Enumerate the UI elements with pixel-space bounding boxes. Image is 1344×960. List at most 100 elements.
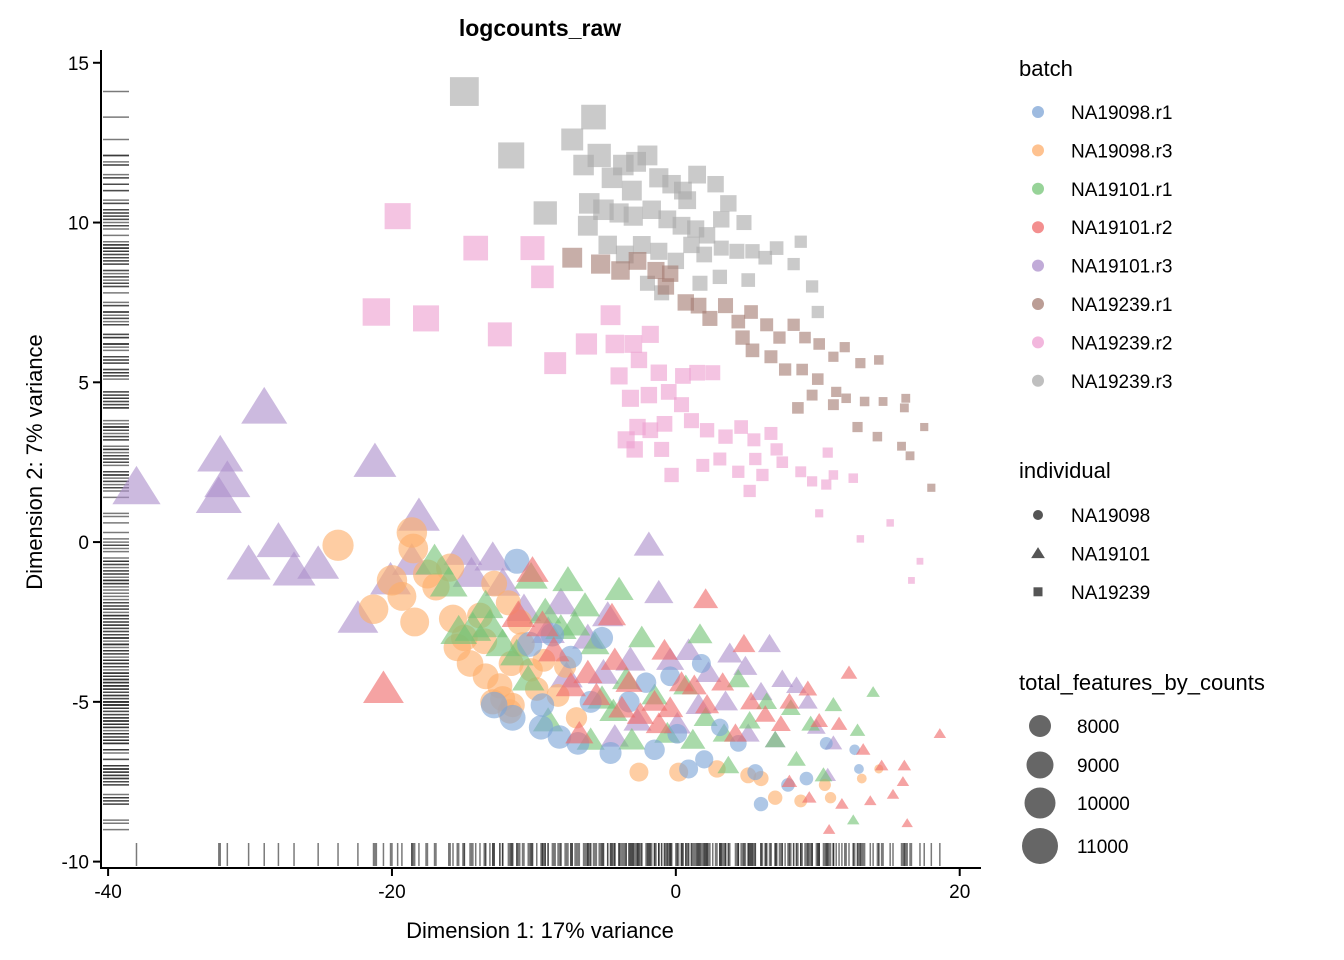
legend-label-size: 8000 xyxy=(1077,717,1119,738)
data-point xyxy=(472,608,508,638)
data-point xyxy=(555,672,586,697)
data-point xyxy=(770,443,783,456)
data-point xyxy=(813,338,825,350)
data-point xyxy=(197,434,244,472)
data-point xyxy=(736,215,752,231)
data-point xyxy=(756,692,778,709)
data-point xyxy=(713,452,727,466)
data-point xyxy=(695,694,720,714)
data-point xyxy=(732,633,756,653)
data-point xyxy=(874,759,889,771)
data-point xyxy=(559,611,591,636)
data-point xyxy=(337,600,379,633)
legend-key-batch xyxy=(1032,221,1044,234)
data-point xyxy=(830,716,848,730)
data-point xyxy=(799,331,811,344)
x-tick-label: -40 xyxy=(94,882,121,903)
data-point xyxy=(297,545,340,579)
data-point xyxy=(815,509,824,518)
data-point xyxy=(600,724,629,747)
data-point xyxy=(749,452,762,466)
data-point xyxy=(805,280,819,293)
legend-key-batch xyxy=(1032,298,1044,310)
data-point xyxy=(582,682,611,706)
data-point xyxy=(112,465,161,505)
data-point xyxy=(690,297,707,314)
data-point xyxy=(633,531,665,556)
data-point xyxy=(675,638,703,660)
legend-label-batch: NA19239.r3 xyxy=(1071,372,1172,393)
data-point xyxy=(615,670,643,692)
data-point xyxy=(712,269,728,285)
data-point xyxy=(610,367,628,385)
data-point xyxy=(712,690,739,711)
legend-label-batch: NA19101.r1 xyxy=(1071,180,1172,201)
legend-title-size: total_features_by_counts xyxy=(1019,670,1265,695)
data-point xyxy=(726,669,750,688)
data-point xyxy=(667,723,688,744)
data-point xyxy=(487,322,512,347)
y-tick-label: 10 xyxy=(68,214,89,235)
data-point xyxy=(599,741,622,764)
data-point xyxy=(499,704,526,731)
data-point xyxy=(886,788,900,799)
data-point xyxy=(672,216,691,235)
data-point xyxy=(569,592,601,617)
data-point xyxy=(756,468,769,482)
data-point xyxy=(559,645,583,669)
data-point xyxy=(735,330,750,345)
data-point xyxy=(695,661,722,682)
data-point xyxy=(849,723,866,736)
data-point xyxy=(849,744,860,756)
data-point xyxy=(531,265,554,289)
data-point xyxy=(667,252,685,270)
data-point xyxy=(811,305,824,319)
data-point xyxy=(708,760,726,778)
data-point xyxy=(840,665,858,679)
legend-label-size: 11000 xyxy=(1077,837,1128,858)
data-point xyxy=(848,473,859,483)
data-point xyxy=(734,420,748,434)
data-point xyxy=(415,543,454,575)
x-tick-label: -20 xyxy=(378,882,405,903)
data-point xyxy=(651,638,678,660)
data-point xyxy=(617,431,635,449)
data-point xyxy=(384,203,411,230)
data-point xyxy=(675,368,691,384)
data-point xyxy=(794,794,808,808)
data-point xyxy=(901,818,913,828)
data-point xyxy=(661,265,679,282)
legend-key-batch xyxy=(1032,106,1044,118)
data-point xyxy=(561,128,584,151)
data-point xyxy=(650,364,668,381)
data-point xyxy=(778,363,792,376)
data-point xyxy=(847,814,860,825)
data-point xyxy=(897,441,906,451)
data-point xyxy=(776,456,789,468)
data-point xyxy=(642,200,661,220)
data-point xyxy=(801,791,817,803)
data-point xyxy=(593,199,614,221)
data-point xyxy=(781,774,798,788)
rug-marks xyxy=(103,90,941,866)
data-point xyxy=(565,720,594,744)
data-point xyxy=(640,386,658,404)
data-point xyxy=(743,484,756,498)
data-point xyxy=(641,689,668,711)
data-point xyxy=(754,705,776,722)
data-point xyxy=(792,402,804,414)
legend-key-size xyxy=(1024,787,1056,819)
data-point xyxy=(713,240,729,256)
data-point xyxy=(806,389,818,401)
data-point xyxy=(635,672,657,693)
data-point xyxy=(747,433,761,447)
data-point xyxy=(689,364,705,381)
data-point xyxy=(623,206,643,226)
data-point xyxy=(664,467,679,483)
data-point xyxy=(679,759,699,779)
data-point xyxy=(647,261,665,280)
legend-label-batch: NA19239.r2 xyxy=(1071,333,1172,354)
data-point xyxy=(591,254,611,274)
data-point xyxy=(587,143,611,168)
legend-key-individual xyxy=(1033,510,1043,520)
